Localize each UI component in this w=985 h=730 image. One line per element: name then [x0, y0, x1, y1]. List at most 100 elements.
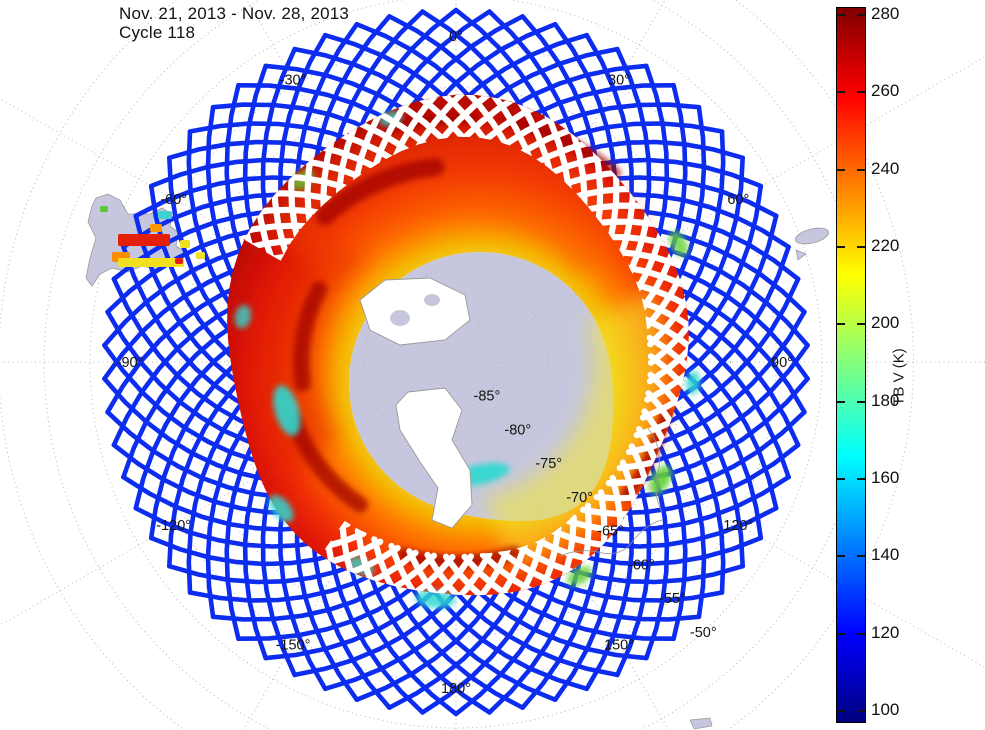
- colorbar-tick: [837, 555, 845, 558]
- meridian-label: 0°: [449, 29, 463, 45]
- colorbar-tick: [837, 14, 845, 16]
- colorbar-tick: [857, 555, 865, 558]
- gap-line: [461, 553, 552, 596]
- ice-yellow-sector: [484, 290, 664, 563]
- swath-line: [205, 407, 259, 620]
- colorbar-axis-label: TB V (K): [890, 348, 908, 406]
- fringe-patch: [668, 230, 689, 257]
- colorbar-tick: [837, 245, 845, 248]
- swath-line: [652, 244, 791, 414]
- gap-line: [424, 551, 502, 596]
- gap-line: [647, 254, 689, 348]
- colorbar-tick: [837, 323, 845, 326]
- swath-line: [630, 343, 810, 468]
- gap-line: [647, 279, 689, 366]
- plot-title: Nov. 21, 2013 - Nov. 28, 2013 Cycle 118: [119, 4, 349, 42]
- colorbar-tick: [857, 168, 865, 171]
- graticule-labels: 0° -30° 30° -60° 60° -90° 90° -120° 120° -150° 150…: [117, 29, 793, 697]
- parallel-circle: [0, 0, 914, 730]
- data-speck: [100, 206, 108, 212]
- coastline: [647, 427, 663, 513]
- colorbar-tick: [857, 245, 865, 248]
- latitude-label: -60°: [628, 557, 655, 573]
- data-speck: [158, 211, 172, 219]
- meridian-label: 90°: [771, 355, 793, 371]
- meridian-label: 120°: [723, 518, 753, 534]
- fringe-patch: [566, 566, 593, 586]
- gap-line: [646, 334, 689, 414]
- colorbar-tick: [837, 91, 845, 94]
- colorbar-tick-label: 280: [871, 4, 900, 23]
- gap-line: [442, 553, 527, 596]
- colorbar-tick: [837, 477, 845, 480]
- gap-line: [646, 304, 689, 385]
- colorbar-tick: [857, 400, 865, 403]
- colorbar-tick-label: 180: [871, 390, 900, 410]
- latitude-label: -80°: [504, 423, 531, 439]
- shelf-lake: [390, 310, 410, 326]
- colorbar-tick-label: 120: [871, 622, 900, 642]
- colorbar-tick-label: 160: [871, 467, 900, 487]
- parallel-circle: [409, 315, 503, 409]
- gap-line: [354, 527, 399, 596]
- gap-line: [417, 551, 493, 596]
- colorbar-tick: [857, 632, 865, 635]
- coastline: [559, 519, 663, 557]
- islet-right-small: [795, 249, 807, 261]
- parallel-circle: [181, 87, 731, 637]
- gap-line: [644, 329, 689, 403]
- data-speck: [180, 240, 190, 248]
- latitude-label: -55°: [659, 591, 686, 607]
- swath-line: [186, 387, 256, 595]
- ice-shelf-upper: [359, 277, 471, 346]
- colorbar-tick: [857, 709, 865, 712]
- island-bottom: [689, 717, 713, 730]
- latitude-label: -70°: [566, 490, 593, 506]
- dark-red-arc: [286, 412, 368, 513]
- colorbar-tick: [857, 91, 865, 94]
- swath-line: [594, 442, 801, 516]
- swath-line: [242, 444, 272, 661]
- dark-red-arc: [397, 546, 522, 570]
- cycle-label: Cycle 118: [119, 23, 196, 43]
- swath-line: [647, 276, 801, 433]
- fringe-patch: [415, 589, 456, 609]
- colorbar-tick: [837, 709, 845, 712]
- data-speck: [118, 234, 170, 246]
- fringe-patch: [686, 370, 701, 395]
- dark-red-arc: [292, 281, 328, 392]
- meridian-label: -30°: [280, 73, 307, 89]
- meridian-label: -90°: [117, 355, 144, 371]
- meridian-label: 150°: [604, 637, 634, 653]
- data-speck: [196, 252, 205, 259]
- swath-line: [224, 425, 265, 641]
- colorbar-tick: [837, 400, 845, 403]
- shelf-lake: [424, 294, 440, 306]
- meridian-label: 60°: [727, 192, 749, 208]
- colorbar-tick-label: 240: [871, 158, 900, 178]
- colorbar-tick: [857, 477, 865, 480]
- gap-line: [643, 316, 689, 388]
- island-right: [795, 227, 829, 245]
- ice-shelf-lower: [395, 387, 473, 529]
- latitude-label: -75°: [535, 456, 562, 472]
- colorbar-tick-label: 200: [871, 313, 900, 333]
- data-speck: [118, 258, 184, 267]
- antarctica-land: [359, 277, 473, 529]
- swath-line: [167, 368, 254, 569]
- fringe-patch: [273, 385, 301, 436]
- data-speck: [150, 224, 162, 232]
- parallel-circle: [135, 41, 777, 683]
- fringe-patch: [268, 495, 294, 523]
- data-speck: [175, 258, 183, 264]
- latitude-label: -50°: [690, 625, 717, 641]
- colorbar-tick-label: 140: [871, 545, 900, 565]
- colorbar-tick: [837, 168, 845, 171]
- meridian-label: 30°: [608, 73, 630, 89]
- gap-line: [339, 517, 374, 596]
- colorbar-tick-label: 260: [871, 81, 900, 101]
- gap-line: [644, 231, 689, 329]
- gap-line: [479, 552, 576, 596]
- gap-line: [244, 206, 332, 221]
- meridian-label: -150°: [276, 637, 311, 653]
